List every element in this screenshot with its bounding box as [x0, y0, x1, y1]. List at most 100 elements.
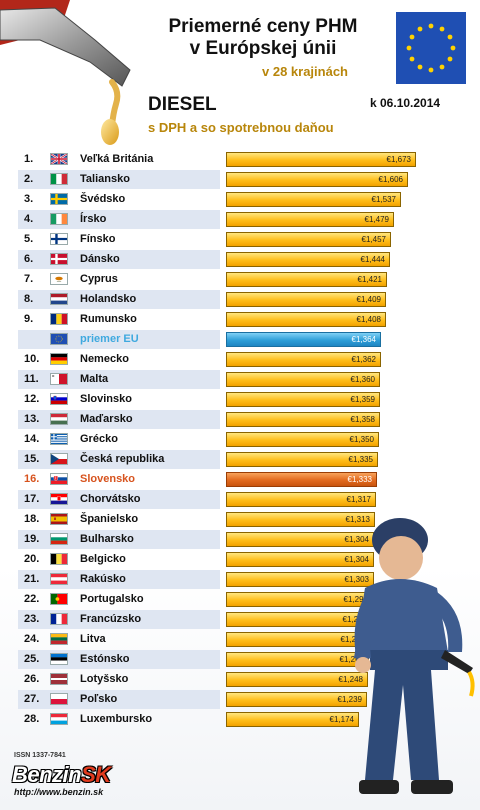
row-band	[18, 430, 220, 449]
price-label: €1,360	[350, 375, 375, 384]
table-row: 4. Írsko €1,479	[18, 210, 472, 229]
rank-label: 28.	[24, 713, 40, 725]
table-row: priemer EU €1,364	[18, 330, 472, 349]
price-bar: €1,444	[226, 252, 390, 267]
price-bar: €1,239	[226, 692, 367, 707]
price-label: €1,304	[344, 535, 369, 544]
flag-dk-icon	[50, 253, 68, 265]
price-label: €1,303	[344, 575, 369, 584]
rank-label: 4.	[24, 213, 34, 225]
table-row: 8. Holandsko €1,409	[18, 290, 472, 309]
row-band	[18, 210, 220, 229]
fuel-nozzle-icon	[0, 0, 131, 145]
row-band	[18, 290, 220, 309]
country-name: Švédsko	[80, 193, 126, 205]
price-label: €1,358	[350, 415, 375, 424]
price-bar: €1,333	[226, 472, 377, 487]
flag-hr-icon	[50, 493, 68, 505]
price-bar: €1,304	[226, 552, 374, 567]
table-row: 3. Švédsko €1,537	[18, 190, 472, 209]
flag-at-icon	[50, 573, 68, 585]
rank-label: 17.	[24, 493, 40, 505]
country-name: Lotyšsko	[80, 673, 129, 685]
country-name: Poľsko	[80, 693, 118, 705]
chart-subtitle: v 28 krajinách	[262, 64, 348, 79]
row-band	[18, 250, 220, 269]
flag-mt-icon	[50, 373, 68, 385]
flag-be-icon	[50, 553, 68, 565]
price-label: €1,289	[342, 615, 367, 624]
rank-label: 15.	[24, 453, 40, 465]
rank-label: 23.	[24, 613, 40, 625]
price-label: €1,304	[344, 555, 369, 564]
chart-title-line2: v Európskej únii	[189, 38, 337, 59]
rank-label: 7.	[24, 273, 34, 285]
price-label: €1,444	[360, 255, 385, 264]
flag-lt-icon	[50, 633, 68, 645]
country-name: Malta	[80, 373, 109, 385]
rank-label: 16.	[24, 473, 40, 485]
price-label: €1,295	[343, 595, 368, 604]
price-bar: €1,479	[226, 212, 394, 227]
table-row: 26. Lotyšsko €1,248	[18, 670, 472, 689]
country-name: Francúzsko	[80, 613, 142, 625]
price-label: €1,409	[356, 295, 381, 304]
row-band	[18, 270, 220, 289]
table-row: 11. Malta €1,360	[18, 370, 472, 389]
rank-label: 26.	[24, 673, 40, 685]
country-name: Grécko	[80, 433, 118, 445]
rank-label: 20.	[24, 553, 40, 565]
price-label: €1,335	[348, 455, 373, 464]
flag-nl-icon	[50, 293, 68, 305]
fuel-type-label: DIESEL	[148, 94, 217, 115]
price-bar: €1,364	[226, 332, 381, 347]
price-label: €1,239	[337, 695, 362, 704]
flag-fr-icon	[50, 613, 68, 625]
flag-sk-icon	[50, 473, 68, 485]
price-label: €1,457	[361, 235, 386, 244]
price-label: €1,313	[345, 515, 370, 524]
table-row: 18. Španielsko €1,313	[18, 510, 472, 529]
row-band	[18, 330, 220, 349]
price-bar: €1,421	[226, 272, 387, 287]
fuel-attendant-figure-icon	[354, 518, 475, 794]
flag-fi-icon	[50, 233, 68, 245]
table-row: 15. Česká republika €1,335	[18, 450, 472, 469]
eu-flag-icon	[396, 12, 466, 84]
row-band	[18, 450, 220, 469]
table-row: 21. Rakúsko €1,303	[18, 570, 472, 589]
flag-cz-icon	[50, 453, 68, 465]
flag-ee-icon	[50, 653, 68, 665]
table-row: 24. Litva €1,268	[18, 630, 472, 649]
flag-cy-icon	[50, 273, 68, 285]
flag-si-icon	[50, 393, 68, 405]
row-band	[18, 170, 220, 189]
price-label: €1,359	[350, 395, 375, 404]
country-name: Bulharsko	[80, 533, 134, 545]
rank-label: 21.	[24, 573, 40, 585]
rank-label: 2.	[24, 173, 34, 185]
row-band	[18, 410, 220, 429]
tax-note: s DPH a so spotrebnou daňou	[148, 120, 334, 135]
country-name: Litva	[80, 633, 106, 645]
date-label: k 06.10.2014	[370, 96, 441, 110]
price-bar: €1,304	[226, 532, 374, 547]
table-row: 9. Rumunsko €1,408	[18, 310, 472, 329]
rank-label: 1.	[24, 153, 34, 165]
rank-label: 11.	[24, 373, 39, 385]
table-row: 17. Chorvátsko €1,317	[18, 490, 472, 509]
country-name: Holandsko	[80, 293, 137, 305]
rank-label: 13.	[24, 413, 40, 425]
price-bar: €1,358	[226, 412, 380, 427]
price-bar: €1,673	[226, 152, 416, 167]
row-band	[18, 370, 220, 389]
price-bar: €1,362	[226, 352, 381, 367]
country-name: Cyprus	[80, 273, 118, 285]
row-band	[18, 690, 220, 709]
rank-label: 9.	[24, 313, 34, 325]
rank-label: 10.	[24, 353, 40, 365]
price-bar: €1,457	[226, 232, 391, 247]
flag-bg-icon	[50, 533, 68, 545]
table-row: 6. Dánsko €1,444	[18, 250, 472, 269]
country-name: Portugalsko	[80, 593, 144, 605]
